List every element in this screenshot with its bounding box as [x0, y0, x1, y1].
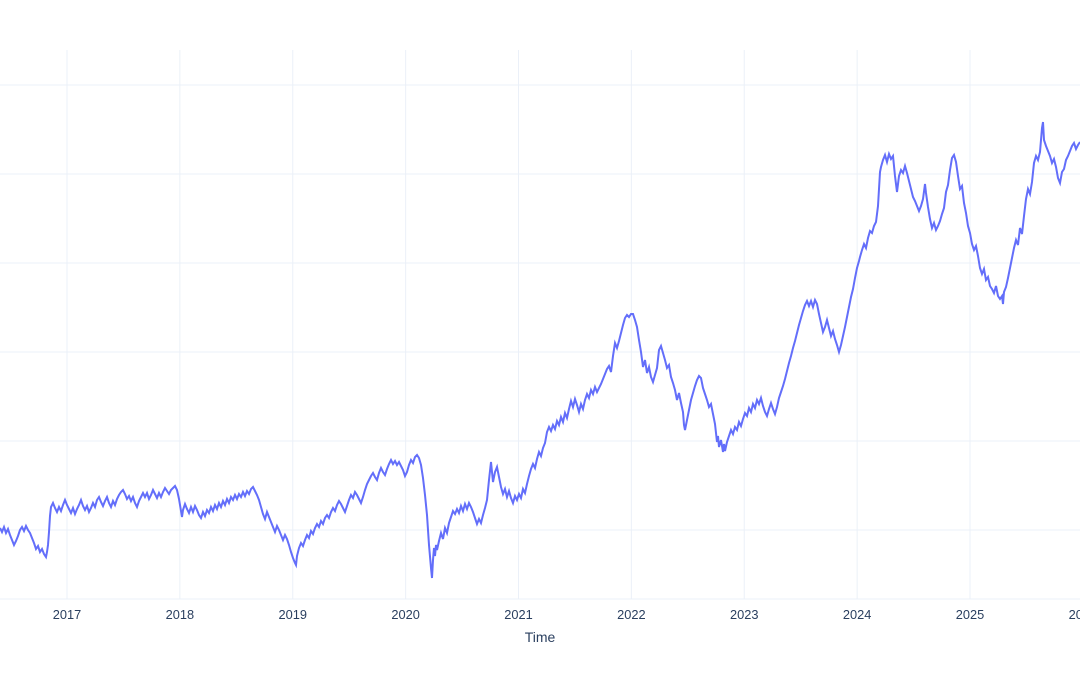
vertical-gridlines	[66, 50, 971, 599]
x-axis-tick-labels: 2017 2018 2019 2020 2021 2022 2023 2024 2025 2026	[53, 607, 1080, 622]
x-tick-label: 2022	[617, 607, 645, 622]
x-axis-title: Time	[525, 629, 556, 645]
x-tick-label: 2017	[53, 607, 81, 622]
plot-area[interactable]	[0, 0, 1080, 600]
price-line	[0, 121, 1080, 579]
x-tick-label: 2023	[730, 607, 758, 622]
x-tick-label: 2021	[504, 607, 532, 622]
x-tick-label: 2020	[391, 607, 419, 622]
x-tick-label: 2026	[1069, 607, 1080, 622]
x-tick-label: 2018	[166, 607, 194, 622]
x-tick-label: 2019	[279, 607, 307, 622]
x-tick-label: 2024	[843, 607, 871, 622]
x-tick-label: 2025	[956, 607, 984, 622]
